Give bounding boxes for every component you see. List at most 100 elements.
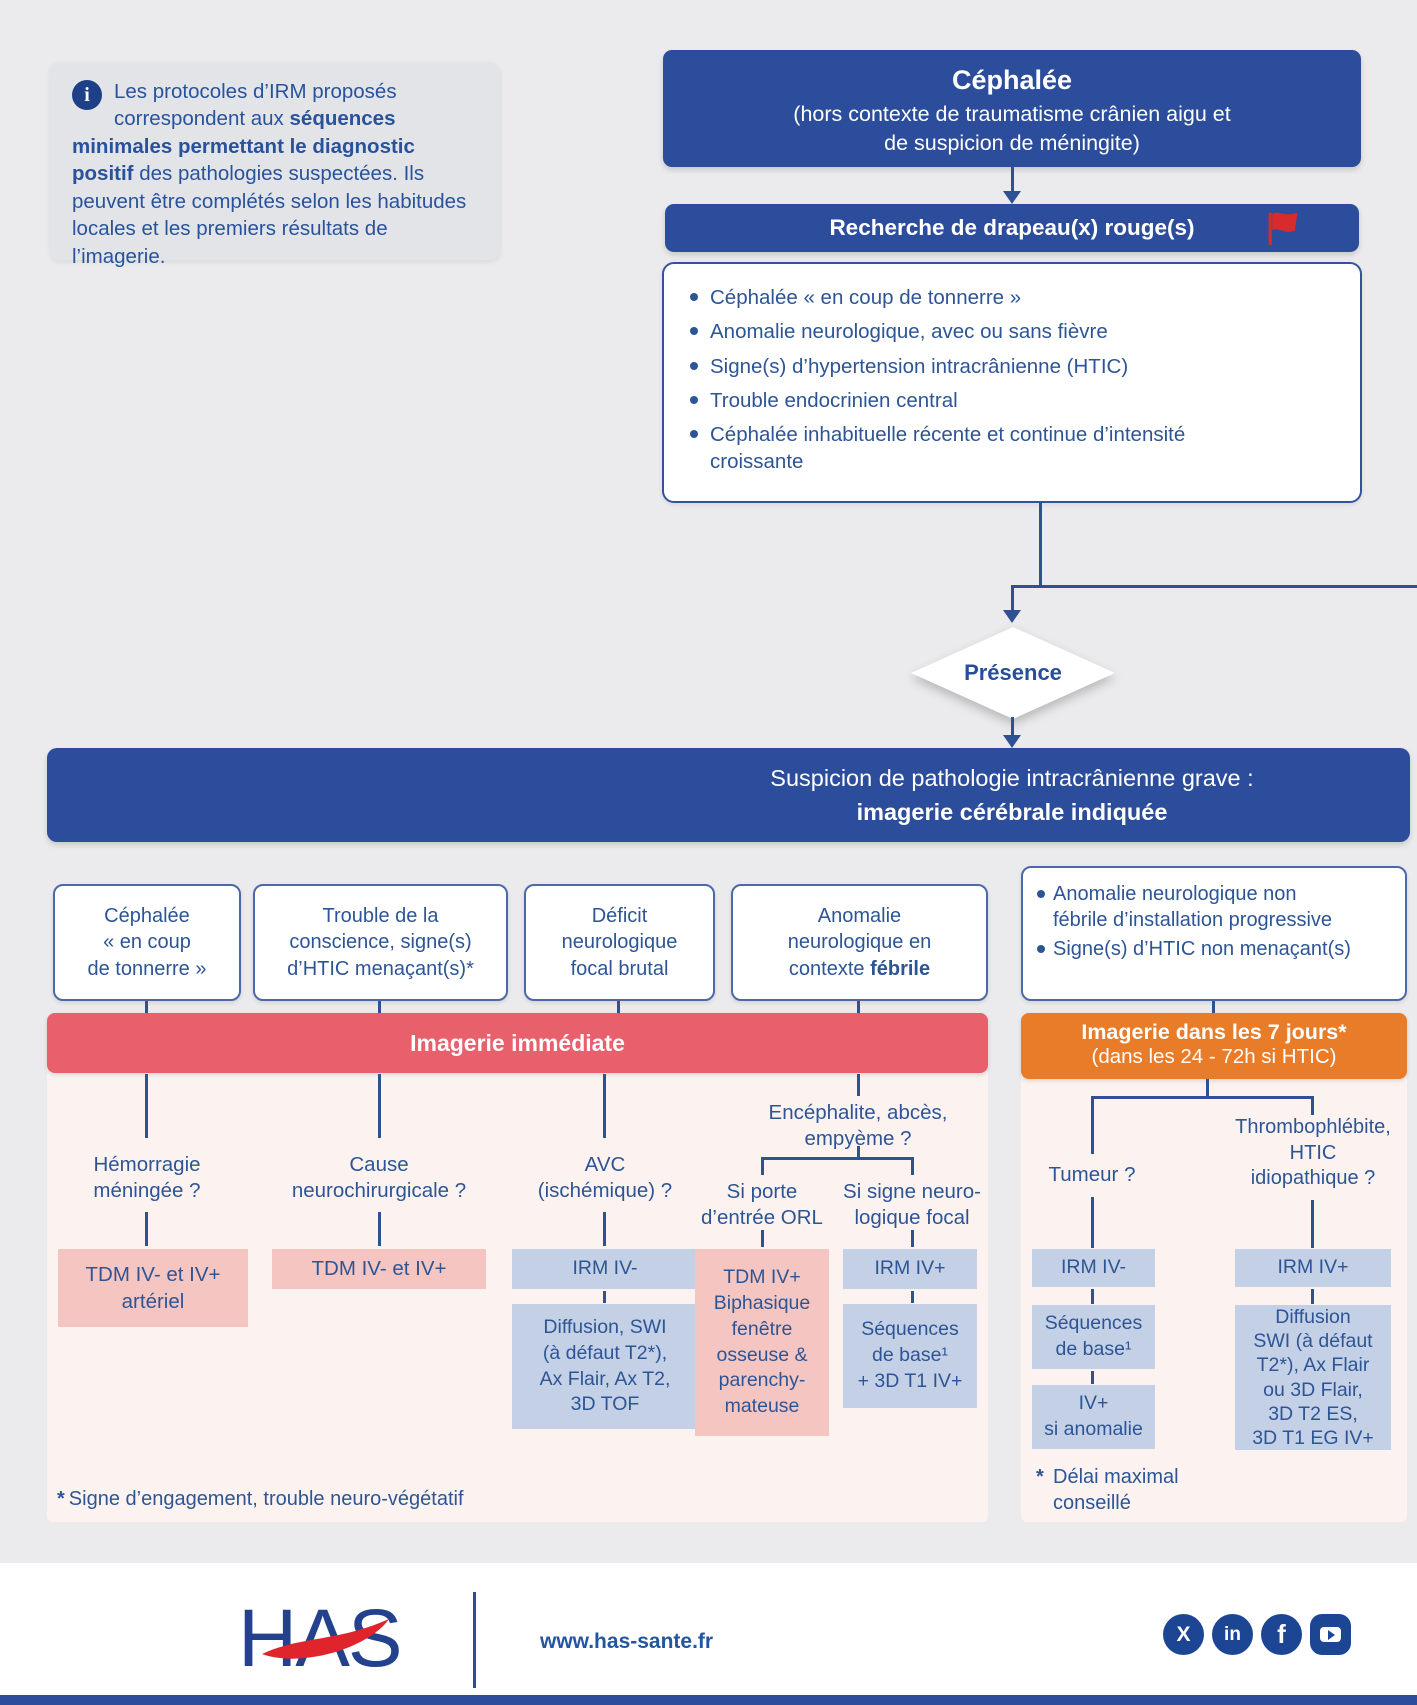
page-subtitle: (hors contexte de traumatisme crânien ai… xyxy=(793,102,1231,156)
question-thrombophlebitis: Thrombophlébite, HTIC idiopathique ? xyxy=(1235,1116,1391,1190)
info-icon: i xyxy=(72,80,102,110)
connector-line xyxy=(1311,1200,1314,1248)
footer-divider xyxy=(473,1592,476,1688)
connector-line xyxy=(857,1146,860,1159)
result-tdm: TDM IV- et IV+ xyxy=(272,1249,486,1289)
question-encephalitis: Encéphalite, abcès, empyème ? xyxy=(768,1101,948,1151)
result-iv-if-anomaly: IV+ si anomalie xyxy=(1032,1385,1155,1449)
question-tumor: Tumeur ? xyxy=(1048,1163,1136,1186)
result-irm-iv-minus: IRM IV- xyxy=(512,1249,698,1289)
week-banner: Imagerie dans les 7 jours* (dans les 24 … xyxy=(1021,1013,1407,1079)
suspicion-banner-line2: imagerie cérébrale indiquée xyxy=(856,799,1168,825)
category-thunderclap: Céphalée « en coup de tonnerre » xyxy=(53,884,241,1001)
category-non-febrile-progressive: Anomalie neurologique non fébrile d’inst… xyxy=(1021,866,1407,1001)
arrow-down-icon xyxy=(1003,191,1021,204)
info-note-text-end: des pathologies suspectées. Ils peuvent … xyxy=(72,162,467,268)
bullet-icon xyxy=(690,293,698,301)
connector-line xyxy=(603,1291,606,1303)
connector-line xyxy=(911,1230,914,1247)
question-avc: AVC (ischémique) ? xyxy=(537,1153,673,1203)
connector-line xyxy=(1011,167,1014,193)
week-banner-line1: Imagerie dans les 7 jours* xyxy=(1081,1020,1347,1044)
connector-line xyxy=(1011,717,1014,737)
cephalee-header-box: Céphalée (hors contexte de traumatisme c… xyxy=(663,50,1361,167)
connector-line xyxy=(145,1212,148,1246)
info-note-text-start: Les protocoles d’IRM proposés correspond… xyxy=(114,80,397,131)
result-base-sequences-3dt1: Séquences de base¹ + 3D T1 IV+ xyxy=(843,1304,977,1408)
connector-line xyxy=(857,1074,860,1096)
connector-line xyxy=(1011,585,1014,610)
result-diffusion-seq: Diffusion, SWI (à défaut T2*), Ax Flair,… xyxy=(512,1304,698,1429)
bullet-icon xyxy=(1037,945,1045,954)
connector-line xyxy=(911,1157,914,1175)
info-note-card: i Les protocoles d’IRM proposés correspon… xyxy=(50,62,500,268)
connector-line xyxy=(145,1001,148,1013)
arrow-down-icon xyxy=(1003,610,1021,623)
category-focal-deficit: Déficit neurologique focal brutal xyxy=(524,884,715,1001)
list-item: Céphalée inhabituelle récente et continu… xyxy=(690,421,1342,476)
question-neurosurgical: Cause neurochirurgicale ? xyxy=(291,1153,467,1203)
list-item: Trouble endocrinien central xyxy=(690,387,1342,414)
connector-line xyxy=(1091,1096,1094,1154)
connector-line xyxy=(1311,1096,1314,1115)
week-banner-line2: (dans les 24 - 72h si HTIC) xyxy=(1091,1045,1337,1068)
connector-line xyxy=(617,1001,620,1013)
suspicion-banner-line1: Suspicion de pathologie intracrânienne g… xyxy=(770,764,1254,791)
arrow-down-icon xyxy=(1003,735,1021,748)
connector-line xyxy=(1212,1001,1215,1013)
connector-line xyxy=(1091,1197,1094,1248)
connector-line xyxy=(378,1001,381,1013)
red-flag-icon xyxy=(1268,212,1298,246)
has-logo-text: HAS xyxy=(238,1593,401,1684)
list-item: Anomalie neurologique, avec ou sans fièv… xyxy=(690,318,1342,345)
branch-label-focal-sign: Si signe neuro- logique focal xyxy=(843,1180,981,1230)
footnote-immediate: * Signe d’engagement, trouble neuro-végét… xyxy=(57,1488,464,1510)
connector-line xyxy=(911,1291,914,1303)
connector-line xyxy=(603,1074,606,1138)
x-icon[interactable]: X xyxy=(1163,1614,1204,1655)
website-link[interactable]: www.has-sante.fr xyxy=(540,1630,714,1653)
connector-line xyxy=(1039,503,1042,588)
branch-label-orl: Si porte d’entrée ORL xyxy=(701,1180,823,1230)
connector-line xyxy=(378,1074,381,1138)
bullet-icon xyxy=(690,395,698,404)
youtube-icon[interactable] xyxy=(1310,1614,1351,1655)
connector-line xyxy=(1311,1289,1314,1304)
has-logo: HAS xyxy=(238,1593,403,1684)
connector-line xyxy=(857,1001,860,1013)
footer: HAS www.has-sante.fr X in f xyxy=(0,1563,1417,1695)
result-irm-iv-plus-thrombo: IRM IV+ xyxy=(1235,1249,1391,1287)
result-tdm-arterial: TDM IV- et IV+ artériel xyxy=(58,1249,248,1327)
connector-line xyxy=(1091,1371,1094,1384)
linkedin-icon[interactable]: in xyxy=(1212,1614,1253,1655)
has-logo-swoosh xyxy=(262,1619,389,1659)
branch-connector xyxy=(1091,1096,1314,1099)
result-diffusion-flair: Diffusion SWI (à défaut T2*), Ax Flair o… xyxy=(1235,1305,1391,1450)
connector-line xyxy=(378,1212,381,1246)
category-febrile: Anomalie neurologique en contexte fébril… xyxy=(731,884,988,1001)
connector-line xyxy=(761,1157,764,1175)
connector-line xyxy=(1206,1079,1209,1098)
connector-line xyxy=(761,1230,764,1247)
bullet-icon xyxy=(690,430,698,438)
result-tdm-biphasique: TDM IV+ Biphasique fenêtre osseuse & par… xyxy=(695,1249,829,1436)
connector-line-right-exit xyxy=(1011,585,1417,588)
red-flag-search-bar: Recherche de drapeau(x) rouge(s) xyxy=(665,204,1359,252)
category-consciousness-htic: Trouble de la conscience, signe(s) d’HTI… xyxy=(253,884,508,1001)
list-item: Céphalée « en coup de tonnerre » xyxy=(690,284,1342,311)
bullet-icon xyxy=(690,327,698,336)
question-hemorrhage: Hémorragie méningée ? xyxy=(93,1153,201,1203)
result-irm-iv-minus-tumor: IRM IV- xyxy=(1032,1249,1155,1287)
red-flags-list-box: Céphalée « en coup de tonnerre » Anomali… xyxy=(662,262,1362,503)
decision-label: Présence xyxy=(964,660,1062,685)
immediate-banner: Imagerie immédiate xyxy=(47,1013,988,1073)
bullet-icon xyxy=(690,361,698,370)
bottom-brand-strip xyxy=(0,1695,1417,1705)
bullet-icon xyxy=(1037,890,1045,898)
list-item: Signe(s) d’HTIC non menaçant(s) xyxy=(1037,937,1395,963)
result-irm-iv-plus: IRM IV+ xyxy=(843,1249,977,1289)
result-base-sequences: Séquences de base¹ xyxy=(1032,1305,1155,1369)
footnote-week: * Délai maximal conseillé xyxy=(1036,1466,1179,1514)
facebook-icon[interactable]: f xyxy=(1261,1614,1302,1655)
